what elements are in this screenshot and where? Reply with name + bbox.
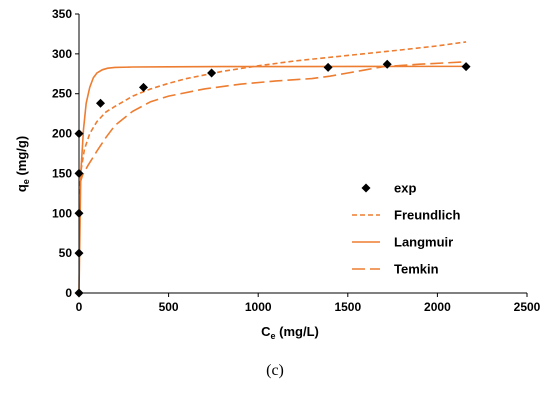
legend-freundlich-label: Freundlich	[394, 208, 461, 223]
legend-temkin-label: Temkin	[394, 262, 439, 277]
exp-data-point	[207, 68, 217, 78]
exp-data-point	[96, 98, 106, 108]
exp-data-point	[139, 82, 149, 92]
x-tick-label: 0	[76, 300, 83, 314]
exp-data-point	[323, 62, 333, 72]
plot-lines	[78, 41, 467, 294]
langmuir-curve	[78, 65, 467, 294]
plot-markers	[74, 59, 471, 298]
exp-data-point	[461, 62, 471, 72]
y-axis-title: qe (mg/g)	[14, 136, 31, 192]
y-tick-label: 350	[52, 7, 72, 21]
y-tick-label: 300	[52, 47, 72, 61]
x-ticks: 0 500 1000 1500 2000 2500	[76, 293, 541, 314]
x-tick-label: 500	[159, 300, 179, 314]
y-tick-label: 0	[65, 286, 72, 300]
legend-langmuir-label: Langmuir	[394, 235, 453, 250]
y-tick-label: 50	[59, 246, 73, 260]
y-ticks: 0 50 100 150 200 250 300 350	[52, 7, 79, 300]
x-tick-label: 2500	[514, 300, 541, 314]
legend-exp-label: exp	[394, 181, 416, 196]
y-tick-label: 150	[52, 166, 72, 180]
legend-exp-swatch	[361, 183, 371, 193]
y-tick-label: 100	[52, 206, 72, 220]
y-tick-label: 250	[52, 87, 72, 101]
x-tick-label: 2000	[424, 300, 451, 314]
legend: exp Freundlich Langmuir Temkin	[352, 181, 461, 277]
x-tick-label: 1500	[334, 300, 361, 314]
exp-data-point	[382, 59, 392, 69]
temkin-curve	[78, 61, 467, 186]
x-axis-title: Ce (mg/L)	[261, 324, 319, 341]
x-tick-label: 1000	[245, 300, 272, 314]
freundlich-curve	[78, 41, 467, 195]
figure-caption: (c)	[266, 362, 284, 379]
y-tick-label: 200	[52, 127, 72, 141]
